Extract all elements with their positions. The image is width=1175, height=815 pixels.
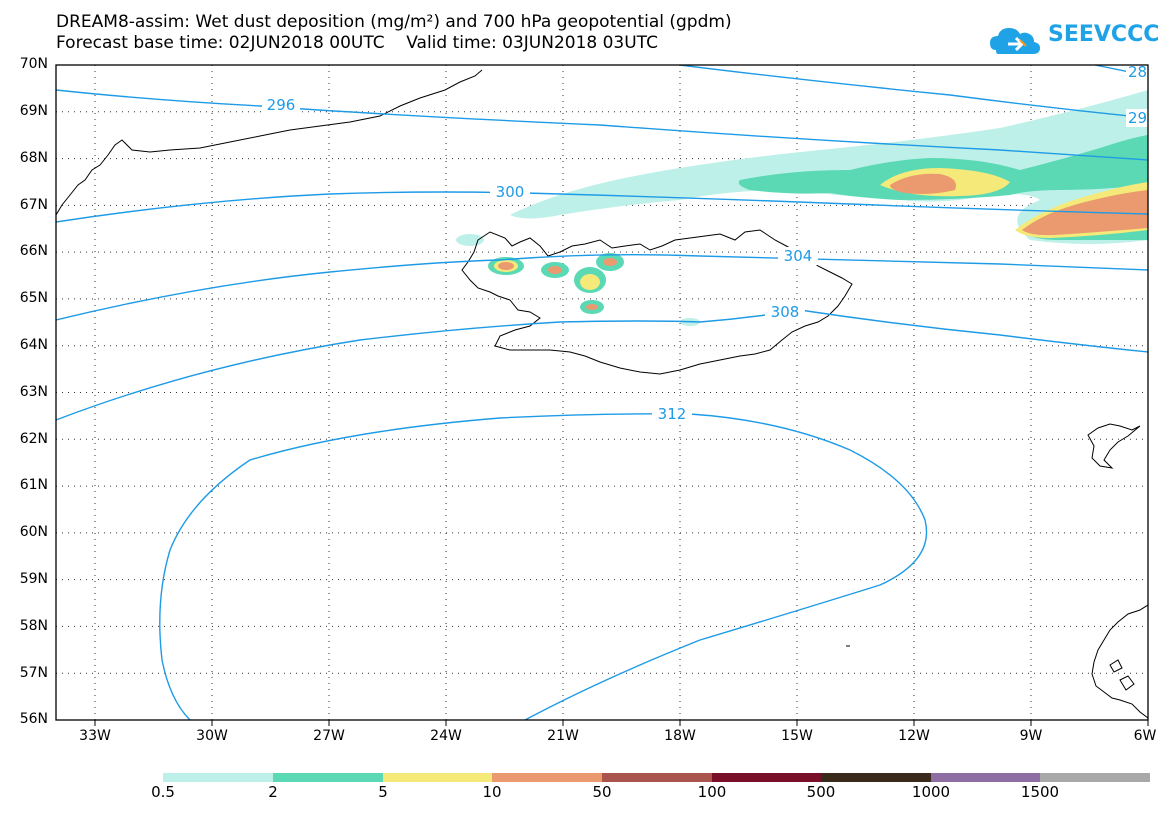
dust-area-light [510, 90, 1148, 244]
dust-spot-1-orange [498, 262, 514, 270]
lon-label-33w: 33W [79, 728, 111, 744]
lon-label-12w: 12W [898, 728, 930, 744]
legend-swatch-10 [492, 773, 602, 782]
legend-label-0-5: 0.5 [151, 783, 175, 801]
lat-label-57n: 57N [19, 665, 48, 681]
contour-label-backgrounds [262, 65, 1148, 423]
dust-area-orange [890, 173, 956, 194]
greenland-coast [56, 69, 483, 216]
contour-label-304: 304 [783, 247, 813, 265]
legend-swatch-1000 [931, 773, 1040, 782]
legend-swatch-5 [383, 773, 492, 782]
lon-label-15w: 15W [781, 728, 813, 744]
legend-swatch-500 [821, 773, 931, 782]
map-subtitle: Forecast base time: 02JUN2018 00UTC Vali… [56, 33, 658, 53]
dust-spot-4-orange [603, 258, 617, 266]
lat-label-56n: 56N [19, 711, 48, 727]
seevccc-logo [990, 28, 1040, 54]
iceland-coast [461, 229, 853, 375]
scotland-coast [1091, 604, 1148, 719]
lat-label-58n: 58N [19, 618, 48, 634]
contour-304 [56, 253, 1148, 321]
lat-label-61n: 61N [19, 477, 48, 493]
faroe-islands [1087, 423, 1141, 469]
legend-swatch-0-5 [163, 773, 273, 782]
legend-swatch-2 [273, 773, 383, 782]
contour-296 [56, 89, 1148, 161]
legend-label-2: 2 [268, 783, 278, 801]
scotland-islands [1109, 659, 1135, 691]
lon-label-24w: 24W [430, 728, 462, 744]
axis-ticks [94, 720, 1149, 726]
contour-label-300: 300 [495, 183, 525, 201]
lat-label-62n: 62N [19, 431, 48, 447]
lat-label-67n: 67N [19, 197, 48, 213]
lon-label-18w: 18W [664, 728, 696, 744]
lon-label-27w: 27W [313, 728, 345, 744]
legend-swatch-50 [602, 773, 712, 782]
geopotential-contours [56, 65, 1148, 720]
dust-spot-7-light [456, 234, 484, 246]
lon-label-30w: 30W [196, 728, 228, 744]
contour-label-296: 296 [266, 96, 296, 114]
lon-label-21w: 21W [547, 728, 579, 744]
coastlines [56, 69, 1148, 719]
dust-spot-5-orange [586, 304, 598, 310]
lon-label-9w: 9W [1019, 728, 1043, 744]
legend-label-50: 50 [592, 783, 612, 801]
lat-label-69n: 69N [19, 103, 48, 119]
lat-label-60n: 60N [19, 524, 48, 540]
legend-label-500: 500 [806, 783, 836, 801]
dust-deposition-field [456, 90, 1148, 326]
dust-area-green [738, 135, 1148, 200]
lat-label-63n: 63N [19, 384, 48, 400]
lon-label-6w: 6W [1133, 728, 1157, 744]
dust-spot-2-orange [548, 266, 562, 274]
logo-text: SEEVCCC [1048, 22, 1160, 47]
contour-312 [159, 413, 928, 720]
dust-spot-3-yellow [580, 274, 600, 290]
contour-label-312: 312 [657, 405, 687, 423]
map-title: DREAM8-assim: Wet dust deposition (mg/m²… [56, 12, 732, 32]
contour-label-28: 28 [1128, 63, 1148, 81]
plot-frame [55, 64, 1149, 721]
contour-label-308: 308 [770, 303, 800, 321]
lat-label-64n: 64N [19, 337, 48, 353]
legend-label-1000: 1000 [911, 783, 951, 801]
lat-label-68n: 68N [19, 150, 48, 166]
contour-label-29: 29 [1128, 109, 1148, 127]
lat-label-70n: 70N [19, 56, 48, 72]
legend-label-5: 5 [378, 783, 388, 801]
contour-300 [56, 191, 1148, 223]
lat-label-66n: 66N [19, 243, 48, 259]
lat-label-59n: 59N [19, 571, 48, 587]
contour-296b [679, 65, 1148, 119]
legend-label-100: 100 [697, 783, 727, 801]
contour-308 [56, 309, 1148, 421]
legend-label-1500: 1500 [1020, 783, 1060, 801]
lat-label-65n: 65N [19, 290, 48, 306]
legend-swatch-100 [712, 773, 821, 782]
legend-label-10: 10 [482, 783, 502, 801]
legend-swatch-1500 [1040, 773, 1150, 782]
